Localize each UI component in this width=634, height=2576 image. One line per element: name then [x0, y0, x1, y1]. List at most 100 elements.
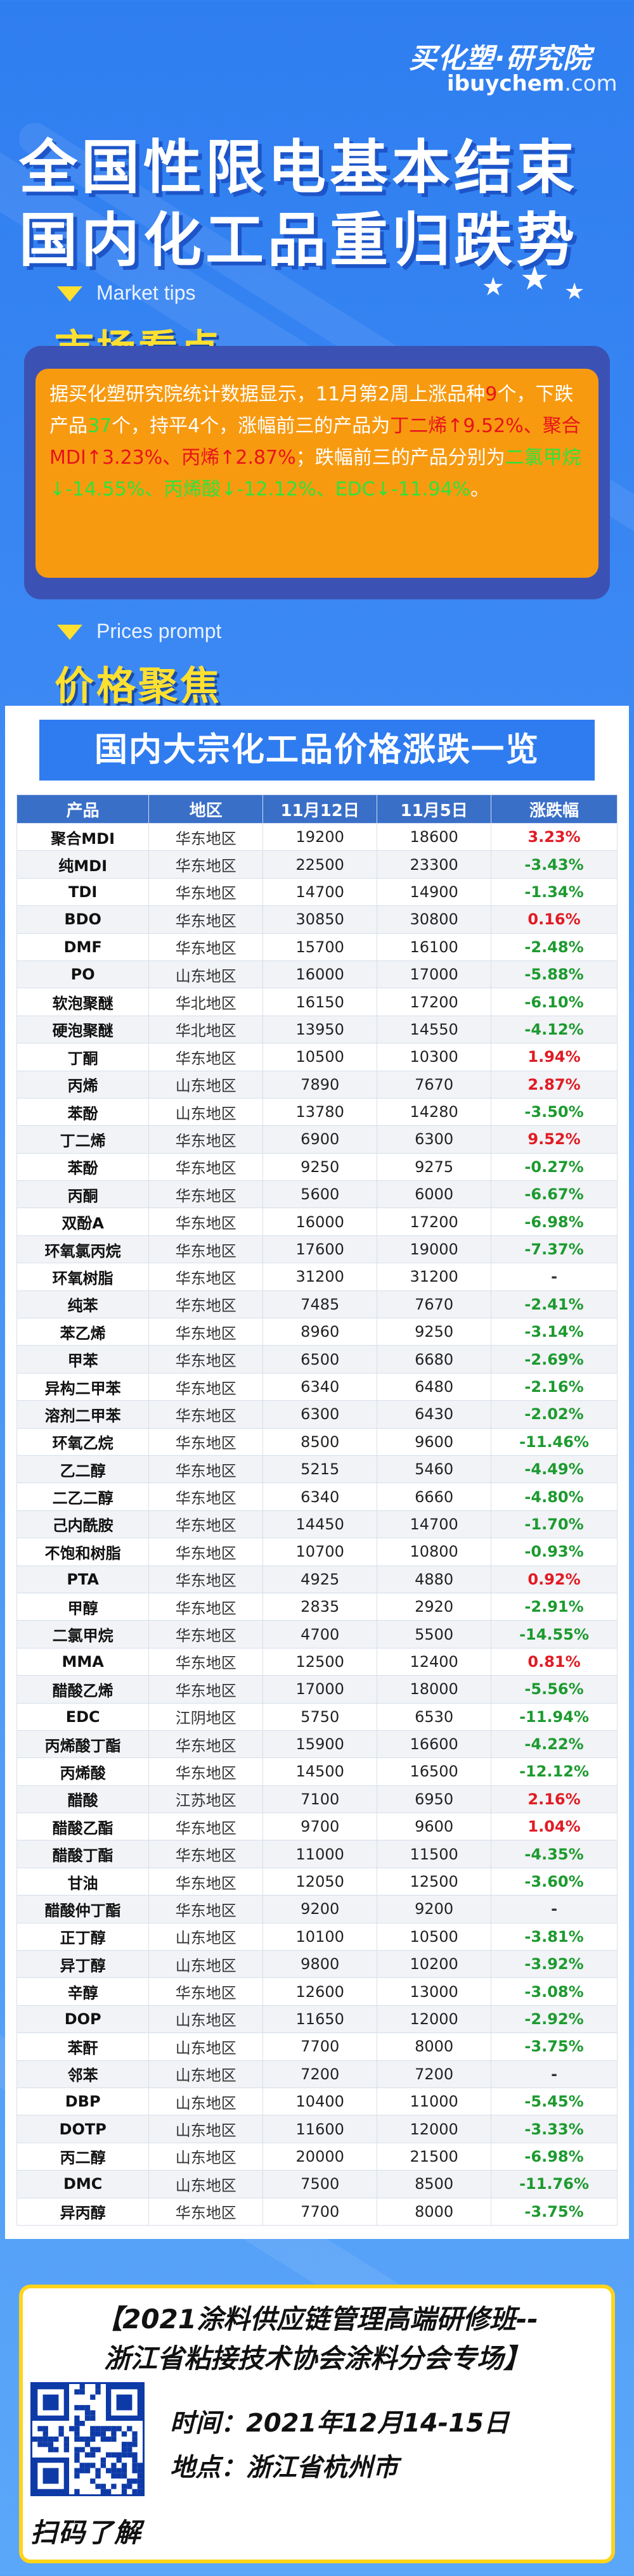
- cell-product: 丙二醇: [16, 2142, 150, 2171]
- cell-region: 华东地区: [148, 1895, 264, 1923]
- cell-region: 华东地区: [148, 1400, 264, 1429]
- cell-change: -1.70%: [491, 1510, 618, 1539]
- cell-nov12-price: 2835: [262, 1592, 378, 1621]
- cell-product: 异丁醇: [16, 1950, 150, 1979]
- promo-place: 地点：浙江省杭州市: [170, 2453, 398, 2482]
- cell-change: -: [491, 2060, 618, 2088]
- cell-nov12-price: 19200: [262, 822, 378, 851]
- tips-up-count: 9: [485, 383, 498, 405]
- cell-nov5-price: 6000: [377, 1180, 492, 1209]
- table-row: 双酚A 华东地区 16000 17200 -6.98%: [16, 1208, 618, 1236]
- cell-change: -2.48%: [491, 933, 618, 961]
- cell-nov5-price: 14700: [377, 1510, 492, 1539]
- cell-change: -6.10%: [491, 988, 618, 1016]
- cell-change: -3.43%: [491, 850, 618, 879]
- cell-change: -4.22%: [491, 1730, 618, 1759]
- cell-product: 丙烯酸: [16, 1757, 150, 1786]
- cell-nov5-price: 11000: [377, 2087, 492, 2116]
- cell-product: DBP: [16, 2087, 150, 2116]
- cell-product: 溶剂二甲苯: [16, 1400, 150, 1429]
- cell-nov12-price: 16000: [262, 1208, 378, 1236]
- cell-nov5-price: 18600: [377, 822, 492, 851]
- cell-change: -: [491, 1263, 618, 1291]
- cell-change: -3.33%: [491, 2115, 618, 2143]
- table-row: 异丁醇 山东地区 9800 10200 -3.92%: [16, 1950, 618, 1979]
- cell-change: -3.75%: [491, 2197, 618, 2226]
- cell-nov5-price: 10300: [377, 1043, 492, 1071]
- cell-change: -4.12%: [491, 1015, 618, 1044]
- cell-nov12-price: 10400: [262, 2087, 378, 2116]
- table-row: 苯酐 山东地区 7700 8000 -3.75%: [16, 2032, 618, 2061]
- cell-nov5-price: 16600: [377, 1730, 492, 1759]
- column-header-nov12: 11月12日: [262, 794, 378, 824]
- cell-nov5-price: 6480: [377, 1372, 492, 1401]
- qr-code[interactable]: [30, 2382, 145, 2496]
- cell-change: -3.92%: [491, 1950, 618, 1979]
- cell-nov12-price: 14700: [262, 877, 378, 907]
- cell-product: 丙烯酸丁酯: [16, 1730, 150, 1759]
- table-row: 醋酸 江苏地区 7100 6950 2.16%: [16, 1785, 618, 1814]
- cell-change: -7.37%: [491, 1235, 618, 1264]
- table-row: DBP 山东地区 10400 11000 -5.45%: [16, 2087, 618, 2116]
- cell-nov12-price: 10700: [262, 1538, 378, 1566]
- table-row: 不饱和树脂 华东地区 10700 10800 -0.93%: [16, 1538, 618, 1566]
- cell-region: 山东地区: [148, 2142, 264, 2171]
- cell-nov12-price: 7485: [262, 1290, 378, 1319]
- cell-nov5-price: 12000: [377, 2005, 492, 2034]
- table-row: 苯酚 华东地区 9250 9275 -0.27%: [16, 1152, 618, 1182]
- cell-product: PTA: [16, 1565, 150, 1593]
- table-row: 聚合MDI 华东地区 19200 18600 3.23%: [16, 822, 618, 851]
- cell-region: 华东地区: [148, 1372, 264, 1401]
- cell-region: 华东地区: [148, 1427, 264, 1456]
- cell-region: 江苏地区: [148, 1785, 264, 1814]
- column-header-nov5: 11月5日: [377, 794, 492, 824]
- qr-code-image: [32, 2384, 143, 2494]
- tips-top-down: 二氯甲烷↓-14.55%、丙烯酸↓-12.12%、EDC↓-11.94%: [49, 447, 581, 501]
- cell-nov12-price: 30850: [262, 905, 378, 934]
- cell-region: 华东地区: [148, 1538, 264, 1566]
- cell-nov5-price: 12000: [377, 2115, 492, 2143]
- cell-nov5-price: 10200: [377, 1950, 492, 1979]
- cell-nov12-price: 15900: [262, 1730, 378, 1759]
- cell-nov12-price: 22500: [262, 850, 378, 879]
- star-icon: ★: [520, 260, 550, 298]
- cell-region: 华东地区: [148, 1290, 264, 1319]
- cell-region: 华东地区: [148, 850, 264, 879]
- cell-nov5-price: 6530: [377, 1702, 492, 1731]
- cell-nov12-price: 12600: [262, 1977, 378, 2006]
- cell-nov5-price: 6300: [377, 1125, 492, 1154]
- cell-nov5-price: 30800: [377, 905, 492, 934]
- column-header-region: 地区: [148, 794, 264, 824]
- cell-change: -1.34%: [491, 877, 618, 907]
- cell-nov12-price: 17000: [262, 1675, 378, 1704]
- cell-nov5-price: 12400: [377, 1647, 492, 1676]
- tips-text-d: ；跌幅前三的产品分别为: [295, 447, 505, 469]
- headline-line-1: 全国性限电基本结束: [19, 134, 579, 201]
- brand-url-main: ibuychem: [447, 71, 565, 96]
- cell-nov12-price: 7200: [262, 2060, 378, 2088]
- cell-nov5-price: 7670: [377, 1070, 492, 1099]
- cell-region: 华东地区: [148, 2197, 264, 2226]
- cell-product: DOP: [16, 2005, 150, 2034]
- brand-url[interactable]: ibuychem.com: [447, 71, 618, 96]
- cell-nov5-price: 17000: [377, 960, 492, 989]
- table-row: 丙烯酸 华东地区 14500 16500 -12.12%: [16, 1757, 618, 1786]
- cell-change: -2.92%: [491, 2005, 618, 2034]
- table-row: DOTP 山东地区 11600 12000 -3.33%: [16, 2115, 618, 2143]
- cell-nov5-price: 19000: [377, 1235, 492, 1264]
- cell-nov5-price: 18000: [377, 1675, 492, 1704]
- cell-nov12-price: 14450: [262, 1510, 378, 1539]
- cell-nov12-price: 16000: [262, 960, 378, 989]
- cell-nov5-price: 8000: [377, 2032, 492, 2061]
- cell-nov5-price: 31200: [377, 1263, 492, 1291]
- table-row: PTA 华东地区 4925 4880 0.92%: [16, 1565, 618, 1593]
- table-row: TDI 华东地区 14700 14900 -1.34%: [16, 877, 618, 907]
- cell-region: 华北地区: [148, 1015, 264, 1044]
- cell-product: BDO: [16, 905, 150, 934]
- price-panel-header: [39, 720, 595, 781]
- cell-nov12-price: 16150: [262, 988, 378, 1016]
- column-header-product: 产品: [16, 794, 150, 824]
- cell-nov12-price: 13780: [262, 1097, 378, 1126]
- cell-product: 正丁醇: [16, 1922, 150, 1951]
- cell-region: 华东地区: [148, 1510, 264, 1539]
